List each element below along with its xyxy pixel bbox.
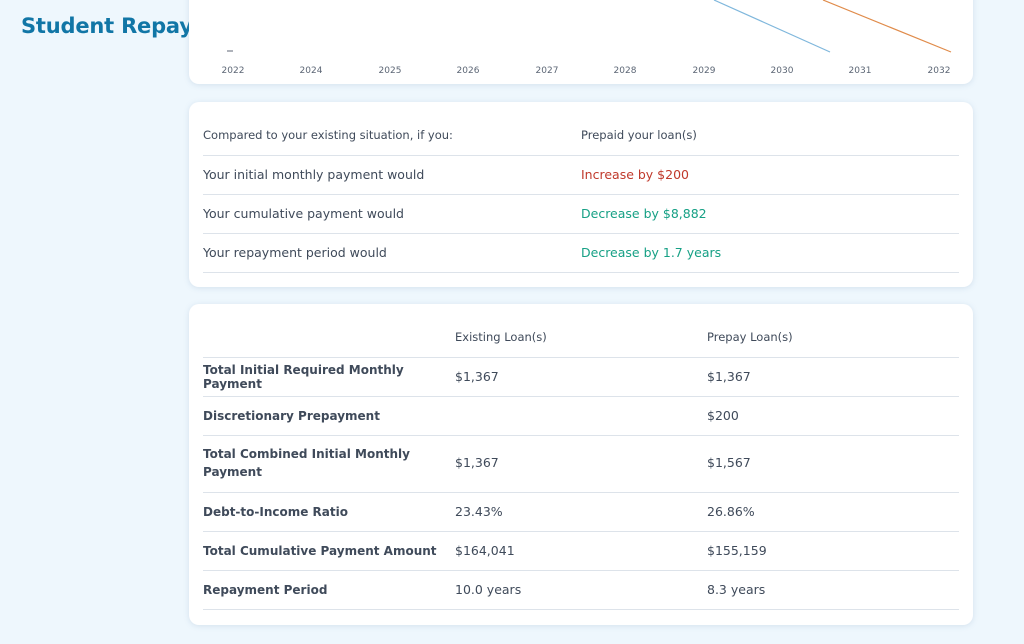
comparison-row-label: Your repayment period would [203,233,581,273]
summary-row-existing: 10.0 years [455,570,707,610]
summary-row-label: Debt-to-Income Ratio [203,492,455,532]
comparison-header-right: Prepaid your loan(s) [581,116,959,156]
summary-row-prepay: 8.3 years [707,570,959,610]
comparison-header-left: Compared to your existing situation, if … [203,116,581,156]
summary-table: Existing Loan(s) Prepay Loan(s) Total In… [203,318,959,610]
summary-row-prepay: $200 [707,396,959,436]
comparison-row-value: Decrease by 1.7 years [581,233,959,273]
comparison-row: Your repayment period would Decrease by … [203,233,959,273]
comparison-header-row: Compared to your existing situation, if … [203,116,959,156]
x-tick-label: 2027 [536,66,559,76]
summary-row-label: Total Initial Required Monthly Payment [203,357,455,397]
summary-row: Discretionary Prepayment $200 [203,396,959,436]
summary-row-prepay: 26.86% [707,492,959,532]
x-tick-label: 2022 [222,66,245,76]
summary-row-prepay: $155,159 [707,531,959,571]
summary-row-label: Total Cumulative Payment Amount [203,531,455,571]
comparison-row-value: Increase by $200 [581,155,959,195]
summary-row-prepay: $1,367 [707,357,959,397]
summary-row-existing: $1,367 [455,357,707,397]
summary-row-existing: $164,041 [455,531,707,571]
summary-row: Total Cumulative Payment Amount $164,041… [203,531,959,571]
x-tick-label: 2028 [614,66,637,76]
comparison-table: Compared to your existing situation, if … [203,116,959,273]
summary-row: Debt-to-Income Ratio 23.43% 26.86% [203,492,959,532]
comparison-row-label: Your initial monthly payment would [203,155,581,195]
summary-header-existing: Existing Loan(s) [455,318,707,358]
comparison-card: Compared to your existing situation, if … [189,102,973,287]
existing-loan-series-line [713,0,831,53]
x-tick-label: 2025 [379,66,402,76]
summary-row-label: Total Combined Initial Monthly Payment [203,435,455,493]
summary-header-blank [203,318,455,358]
x-tick-label: 2029 [693,66,716,76]
summary-row-label: Discretionary Prepayment [203,396,455,436]
comparison-row-value: Decrease by $8,882 [581,194,959,234]
summary-row-existing: $1,367 [455,435,707,493]
x-tick-label: 2032 [928,66,951,76]
summary-row-existing [455,396,707,436]
repayment-chart: 2022 2024 2025 2026 2027 2028 2029 2030 … [222,0,952,76]
summary-header-prepay: Prepay Loan(s) [707,318,959,358]
x-tick-label: 2031 [849,66,872,76]
summary-row-existing: 23.43% [455,492,707,532]
summary-card: Existing Loan(s) Prepay Loan(s) Total In… [189,304,973,625]
x-tick-label: 2026 [457,66,480,76]
summary-row-label: Repayment Period [203,570,455,610]
summary-row: Repayment Period 10.0 years 8.3 years [203,570,959,610]
x-axis-ticks: 2022 2024 2025 2026 2027 2028 2029 2030 … [222,66,951,76]
x-tick-label: 2024 [300,66,323,76]
comparison-row: Your cumulative payment would Decrease b… [203,194,959,234]
summary-header-row: Existing Loan(s) Prepay Loan(s) [203,318,959,358]
prepay-loan-series-line [822,0,952,53]
summary-row-prepay: $1,567 [707,435,959,493]
summary-row: Total Initial Required Monthly Payment $… [203,357,959,397]
comparison-row: Your initial monthly payment would Incre… [203,155,959,195]
x-tick-label: 2030 [771,66,794,76]
comparison-row-label: Your cumulative payment would [203,194,581,234]
summary-row: Total Combined Initial Monthly Payment $… [203,435,959,493]
repayment-chart-card: 2022 2024 2025 2026 2027 2028 2029 2030 … [189,0,973,84]
